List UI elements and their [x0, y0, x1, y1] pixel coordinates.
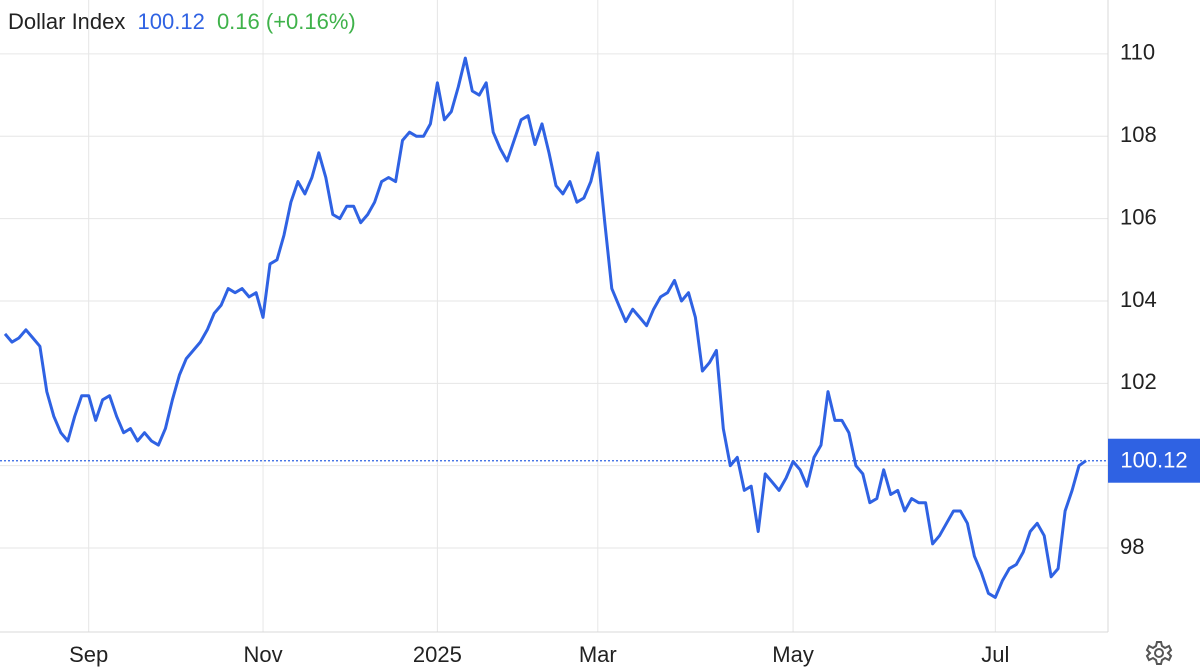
grid — [0, 0, 1108, 632]
y-tick-label: 104 — [1120, 287, 1157, 312]
x-tick-label: Mar — [579, 642, 617, 667]
last-price-tag-label: 100.12 — [1120, 448, 1187, 473]
y-tick-label: 110 — [1120, 40, 1155, 65]
y-tick-label: 108 — [1120, 122, 1157, 147]
x-tick-label: May — [772, 642, 814, 667]
x-tick-label: Nov — [243, 642, 282, 667]
price-line — [3, 56, 1087, 599]
last-price: 100.12 — [138, 9, 205, 34]
y-tick-label: 102 — [1120, 369, 1157, 394]
x-tick-label: Jul — [981, 642, 1009, 667]
chart-title: Dollar Index — [8, 9, 125, 34]
y-tick-label: 106 — [1120, 204, 1157, 229]
y-tick-label: 98 — [1120, 534, 1144, 559]
last-price-tag — [1108, 438, 1200, 483]
x-tick-label: 2025 — [413, 642, 462, 667]
x-tick-label: Sep — [69, 642, 108, 667]
settings-icon[interactable] — [1145, 641, 1173, 665]
price-change: 0.16 (+0.16%) — [217, 9, 356, 34]
header: Dollar Index 100.12 0.16 (+0.16%) — [8, 9, 356, 34]
